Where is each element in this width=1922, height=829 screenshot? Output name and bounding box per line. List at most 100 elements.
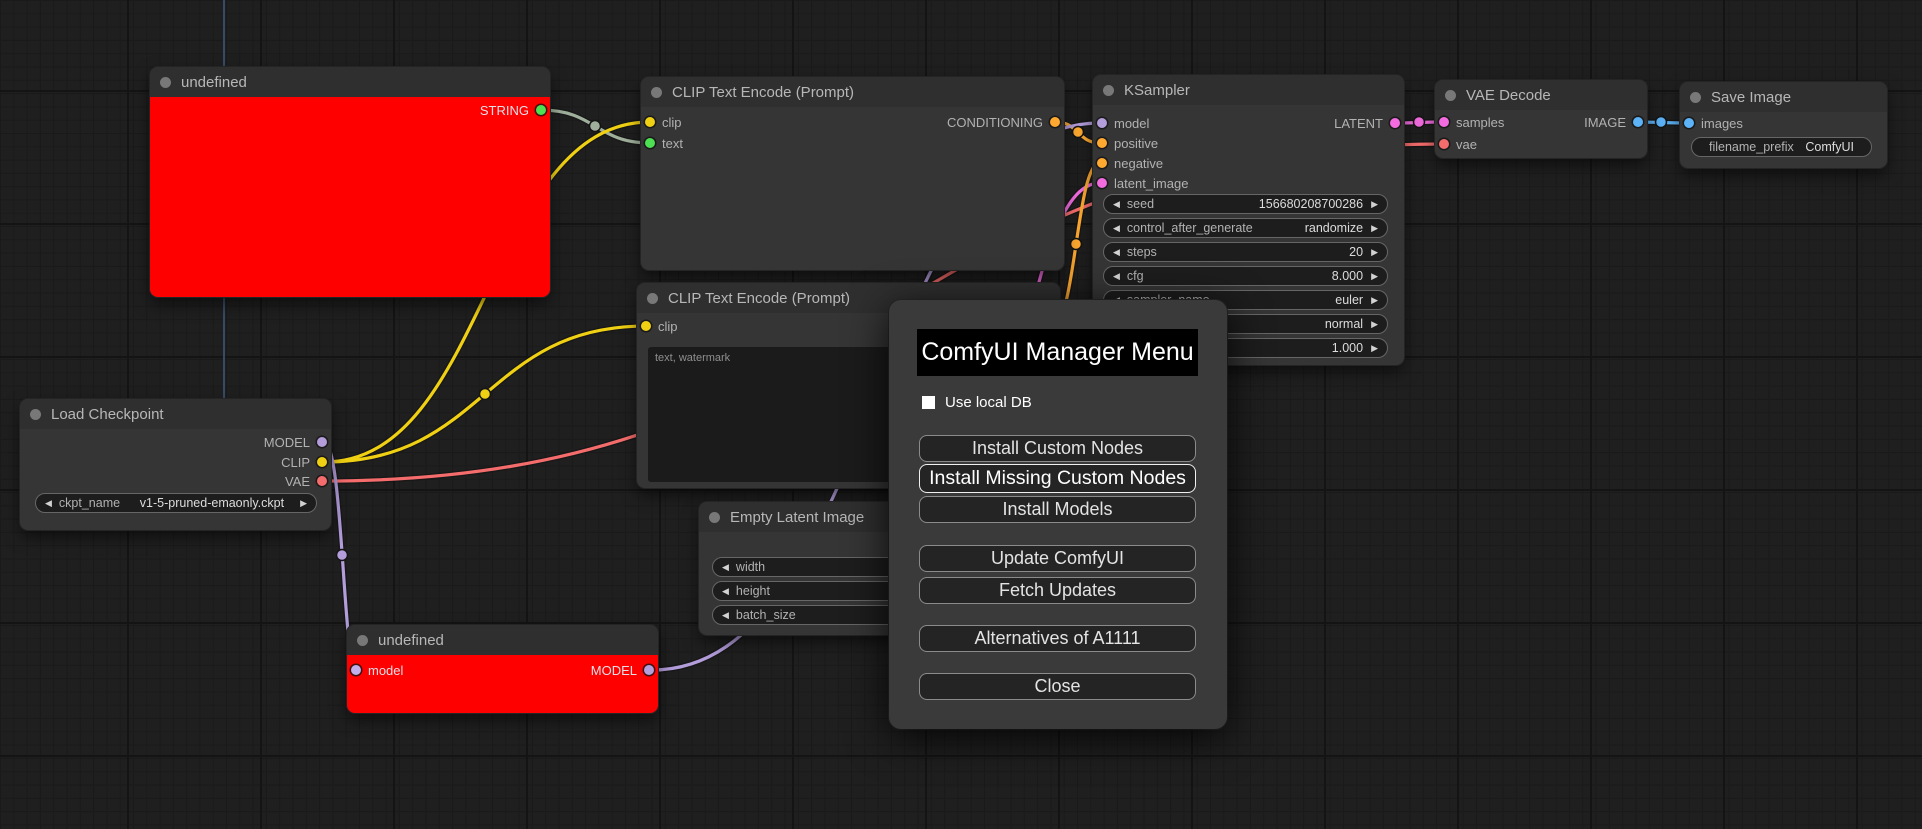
- input-slot-clip[interactable]: clip: [645, 112, 682, 132]
- model-input-dot[interactable]: [1097, 118, 1107, 128]
- widget-seed[interactable]: ◀ seed 156680208700286 ▶: [1103, 194, 1388, 214]
- decrement-arrow-icon[interactable]: ◀: [1113, 222, 1120, 233]
- decrement-arrow-icon[interactable]: ◀: [722, 561, 729, 572]
- node-vae-decode[interactable]: VAE Decode samples vae IMAGE: [1435, 80, 1647, 158]
- node-undefined-top[interactable]: undefined STRING: [150, 67, 550, 297]
- error-node-body: [347, 655, 658, 713]
- input-label: samples: [1456, 114, 1505, 130]
- decrement-arrow-icon[interactable]: ◀: [1113, 246, 1120, 257]
- input-slot-text[interactable]: text: [645, 133, 683, 153]
- widget-filename-prefix[interactable]: filename_prefix ComfyUI: [1691, 137, 1872, 157]
- widget-control-after-generate[interactable]: ◀ control_after_generate randomize ▶: [1103, 218, 1388, 238]
- conditioning-output-dot[interactable]: [1050, 117, 1060, 127]
- input-slot-latent-image[interactable]: latent_image: [1097, 173, 1188, 193]
- input-slot-clip[interactable]: clip: [641, 316, 678, 336]
- increment-arrow-icon[interactable]: ▶: [1371, 270, 1378, 281]
- increment-arrow-icon[interactable]: ▶: [1371, 294, 1378, 305]
- output-slot-clip[interactable]: CLIP: [281, 452, 327, 472]
- increment-arrow-icon[interactable]: ▶: [1371, 318, 1378, 329]
- collapse-dot-icon[interactable]: [1445, 89, 1456, 101]
- widget-value: ComfyUI: [1805, 140, 1854, 154]
- widget-label: height: [735, 584, 770, 598]
- clip-output-dot[interactable]: [317, 457, 327, 467]
- output-label: STRING: [479, 102, 529, 118]
- install-missing-custom-nodes-button[interactable]: Install Missing Custom Nodes: [919, 464, 1196, 493]
- collapse-dot-icon[interactable]: [160, 76, 171, 88]
- latent-input-dot[interactable]: [1097, 178, 1107, 188]
- clip-input-dot[interactable]: [645, 117, 655, 127]
- text-input-dot[interactable]: [645, 138, 655, 148]
- node-save-image[interactable]: Save Image images filename_prefix ComfyU…: [1680, 82, 1887, 168]
- node-title-bar: KSampler: [1093, 75, 1404, 105]
- widget-value: v1-5-pruned-emaonly.ckpt: [139, 496, 285, 510]
- node-title: Empty Latent Image: [730, 508, 865, 526]
- alternatives-of-a1111-button[interactable]: Alternatives of A1111: [919, 625, 1196, 652]
- decrement-arrow-icon[interactable]: ◀: [1113, 270, 1120, 281]
- node-load-checkpoint[interactable]: Load Checkpoint MODEL CLIP VAE ◀ ckpt_na…: [20, 399, 331, 530]
- widget-value: 1.000: [1331, 341, 1364, 355]
- update-comfyui-button[interactable]: Update ComfyUI: [919, 545, 1196, 572]
- input-slot-samples[interactable]: samples: [1439, 112, 1504, 132]
- negative-input-dot[interactable]: [1097, 158, 1107, 168]
- output-slot-conditioning[interactable]: CONDITIONING: [947, 112, 1060, 132]
- samples-input-dot[interactable]: [1439, 117, 1449, 127]
- decrement-arrow-icon[interactable]: ◀: [1113, 198, 1120, 209]
- node-undefined-bottom[interactable]: undefined model MODEL: [347, 625, 658, 713]
- input-slot-positive[interactable]: positive: [1097, 133, 1158, 153]
- decrement-arrow-icon[interactable]: ◀: [722, 609, 729, 620]
- install-models-button[interactable]: Install Models: [919, 496, 1196, 523]
- use-local-db-checkbox[interactable]: [922, 396, 935, 409]
- output-slot-string[interactable]: STRING: [480, 100, 546, 120]
- collapse-dot-icon[interactable]: [1103, 84, 1114, 96]
- widget-steps[interactable]: ◀ steps 20 ▶: [1103, 242, 1388, 262]
- input-slot-negative[interactable]: negative: [1097, 153, 1163, 173]
- collapse-dot-icon[interactable]: [1690, 91, 1701, 103]
- collapse-dot-icon[interactable]: [651, 86, 662, 98]
- collapse-dot-icon[interactable]: [357, 634, 368, 646]
- positive-input-dot[interactable]: [1097, 138, 1107, 148]
- collapse-dot-icon[interactable]: [30, 408, 41, 420]
- increment-arrow-icon[interactable]: ▶: [1371, 198, 1378, 209]
- increment-arrow-icon[interactable]: ▶: [1371, 342, 1378, 353]
- output-slot-vae[interactable]: VAE: [285, 471, 327, 491]
- model-output-dot[interactable]: [317, 437, 327, 447]
- input-label: model: [1114, 115, 1150, 131]
- input-label: clip: [658, 318, 678, 334]
- vae-output-dot[interactable]: [317, 476, 327, 486]
- images-input-dot[interactable]: [1684, 118, 1694, 128]
- model-output-dot[interactable]: [644, 665, 654, 675]
- input-slot-vae[interactable]: vae: [1439, 134, 1477, 154]
- string-output-dot[interactable]: [536, 105, 546, 115]
- output-slot-latent[interactable]: LATENT: [1334, 113, 1400, 133]
- decrement-arrow-icon[interactable]: ◀: [1113, 295, 1120, 306]
- increment-arrow-icon[interactable]: ▶: [300, 497, 307, 508]
- model-input-dot[interactable]: [351, 665, 361, 675]
- input-slot-model[interactable]: model: [1097, 113, 1149, 133]
- collapse-dot-icon[interactable]: [647, 292, 658, 304]
- close-button[interactable]: Close: [919, 673, 1196, 700]
- decrement-arrow-icon[interactable]: ◀: [722, 585, 729, 596]
- output-slot-model[interactable]: MODEL: [264, 432, 327, 452]
- input-slot-images[interactable]: images: [1684, 113, 1743, 133]
- widget-ckpt-name[interactable]: ◀ ckpt_name v1-5-pruned-emaonly.ckpt ▶: [35, 493, 317, 513]
- output-slot-image[interactable]: IMAGE: [1584, 112, 1643, 132]
- latent-output-dot[interactable]: [1390, 118, 1400, 128]
- output-slot-model[interactable]: MODEL: [591, 660, 654, 680]
- node-clip-text-encode-1[interactable]: CLIP Text Encode (Prompt) clip text COND…: [641, 77, 1064, 270]
- output-label: VAE: [284, 473, 310, 489]
- node-title: VAE Decode: [1466, 86, 1551, 104]
- install-custom-nodes-button[interactable]: Install Custom Nodes: [919, 435, 1196, 462]
- clip-input-dot[interactable]: [641, 321, 651, 331]
- node-title: undefined: [181, 73, 247, 91]
- widget-cfg[interactable]: ◀ cfg 8.000 ▶: [1103, 266, 1388, 286]
- collapse-dot-icon[interactable]: [709, 511, 720, 523]
- input-slot-model[interactable]: model: [351, 660, 403, 680]
- fetch-updates-button[interactable]: Fetch Updates: [919, 577, 1196, 604]
- image-output-dot[interactable]: [1633, 117, 1643, 127]
- increment-arrow-icon[interactable]: ▶: [1371, 222, 1378, 233]
- vae-input-dot[interactable]: [1439, 139, 1449, 149]
- decrement-arrow-icon[interactable]: ◀: [45, 497, 52, 508]
- output-label: MODEL: [590, 662, 637, 678]
- increment-arrow-icon[interactable]: ▶: [1371, 246, 1378, 257]
